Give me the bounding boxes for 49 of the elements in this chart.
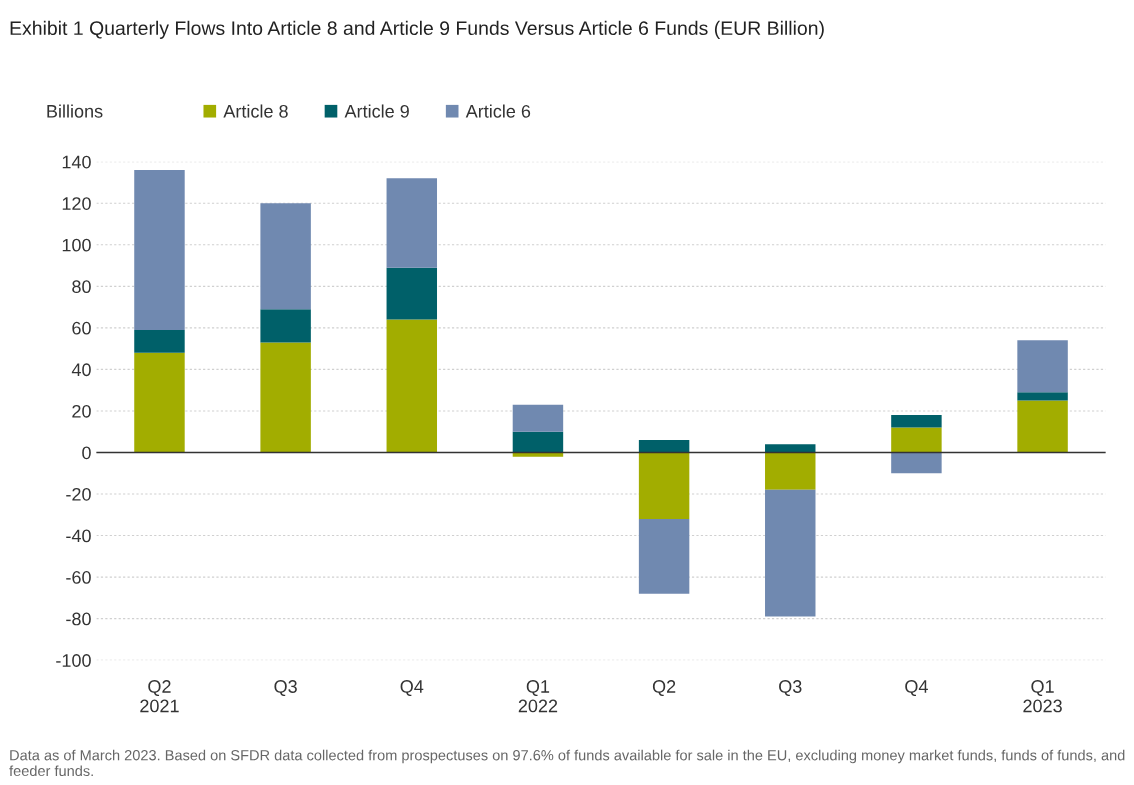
y-tick-label: 100 [62,238,91,252]
bar [1017,340,1068,393]
bar [638,440,690,453]
bar [512,431,564,453]
bar [765,452,816,490]
y-tick-label: 120 [62,197,91,210]
y-tick-label: 20 [72,404,91,418]
bar [260,203,311,310]
chart-title: Exhibit 1 Quarterly Flows Into Article 8 and Article 9 Funds Versus Article 6 Funds (EUR Billion) [10,20,824,39]
x-tick-label: Q3 [274,680,297,697]
x-tick-label: Q2 [652,680,676,697]
bar [891,452,942,474]
y-tick-label: 80 [72,280,91,294]
bar [891,427,942,453]
bar [638,518,690,594]
y-tick-label: 0 [82,446,91,460]
text: Data as of March 2023. Based on SFDR data collected from prospectuses on 97.6% of funds available for sale in the EU, excluding money market funds, funds of funds, and feeder funds. [9,749,1125,777]
bar [386,319,438,453]
x-tick-label: Q3 [779,680,802,697]
legend-label: Article 6 [465,104,531,118]
bar [1017,400,1068,453]
bar [512,404,564,432]
legend-label: Article 8 [223,104,288,118]
y-tick-label: -40 [66,529,91,543]
bar [638,452,690,519]
x-tick-label: Q4 [905,680,928,697]
y-tick-label: 60 [72,321,91,335]
bar [260,342,311,453]
bar [891,415,942,428]
y-axis-title: Billions [47,104,103,118]
y-tick-label: -80 [66,612,91,626]
bar [386,267,438,320]
x-tick-label: Q2 2021 [140,680,179,713]
bar [1017,392,1068,401]
y-tick-label: -20 [66,487,91,501]
bar [765,489,816,617]
y-tick-label: -100 [56,654,91,667]
x-tick-label: Q1 2023 [1023,680,1062,713]
x-tick-label: Q1 2022 [518,680,558,713]
bar [134,170,185,330]
bar [260,309,311,343]
y-tick-label: 40 [71,363,91,377]
x-tick-label: Q4 [400,680,424,697]
bar [134,329,185,353]
y-tick-label: 140 [62,155,91,169]
y-tick-label: -60 [66,571,91,584]
legend-label: Article 9 [344,104,409,118]
bar [386,178,438,268]
bar [134,352,185,453]
